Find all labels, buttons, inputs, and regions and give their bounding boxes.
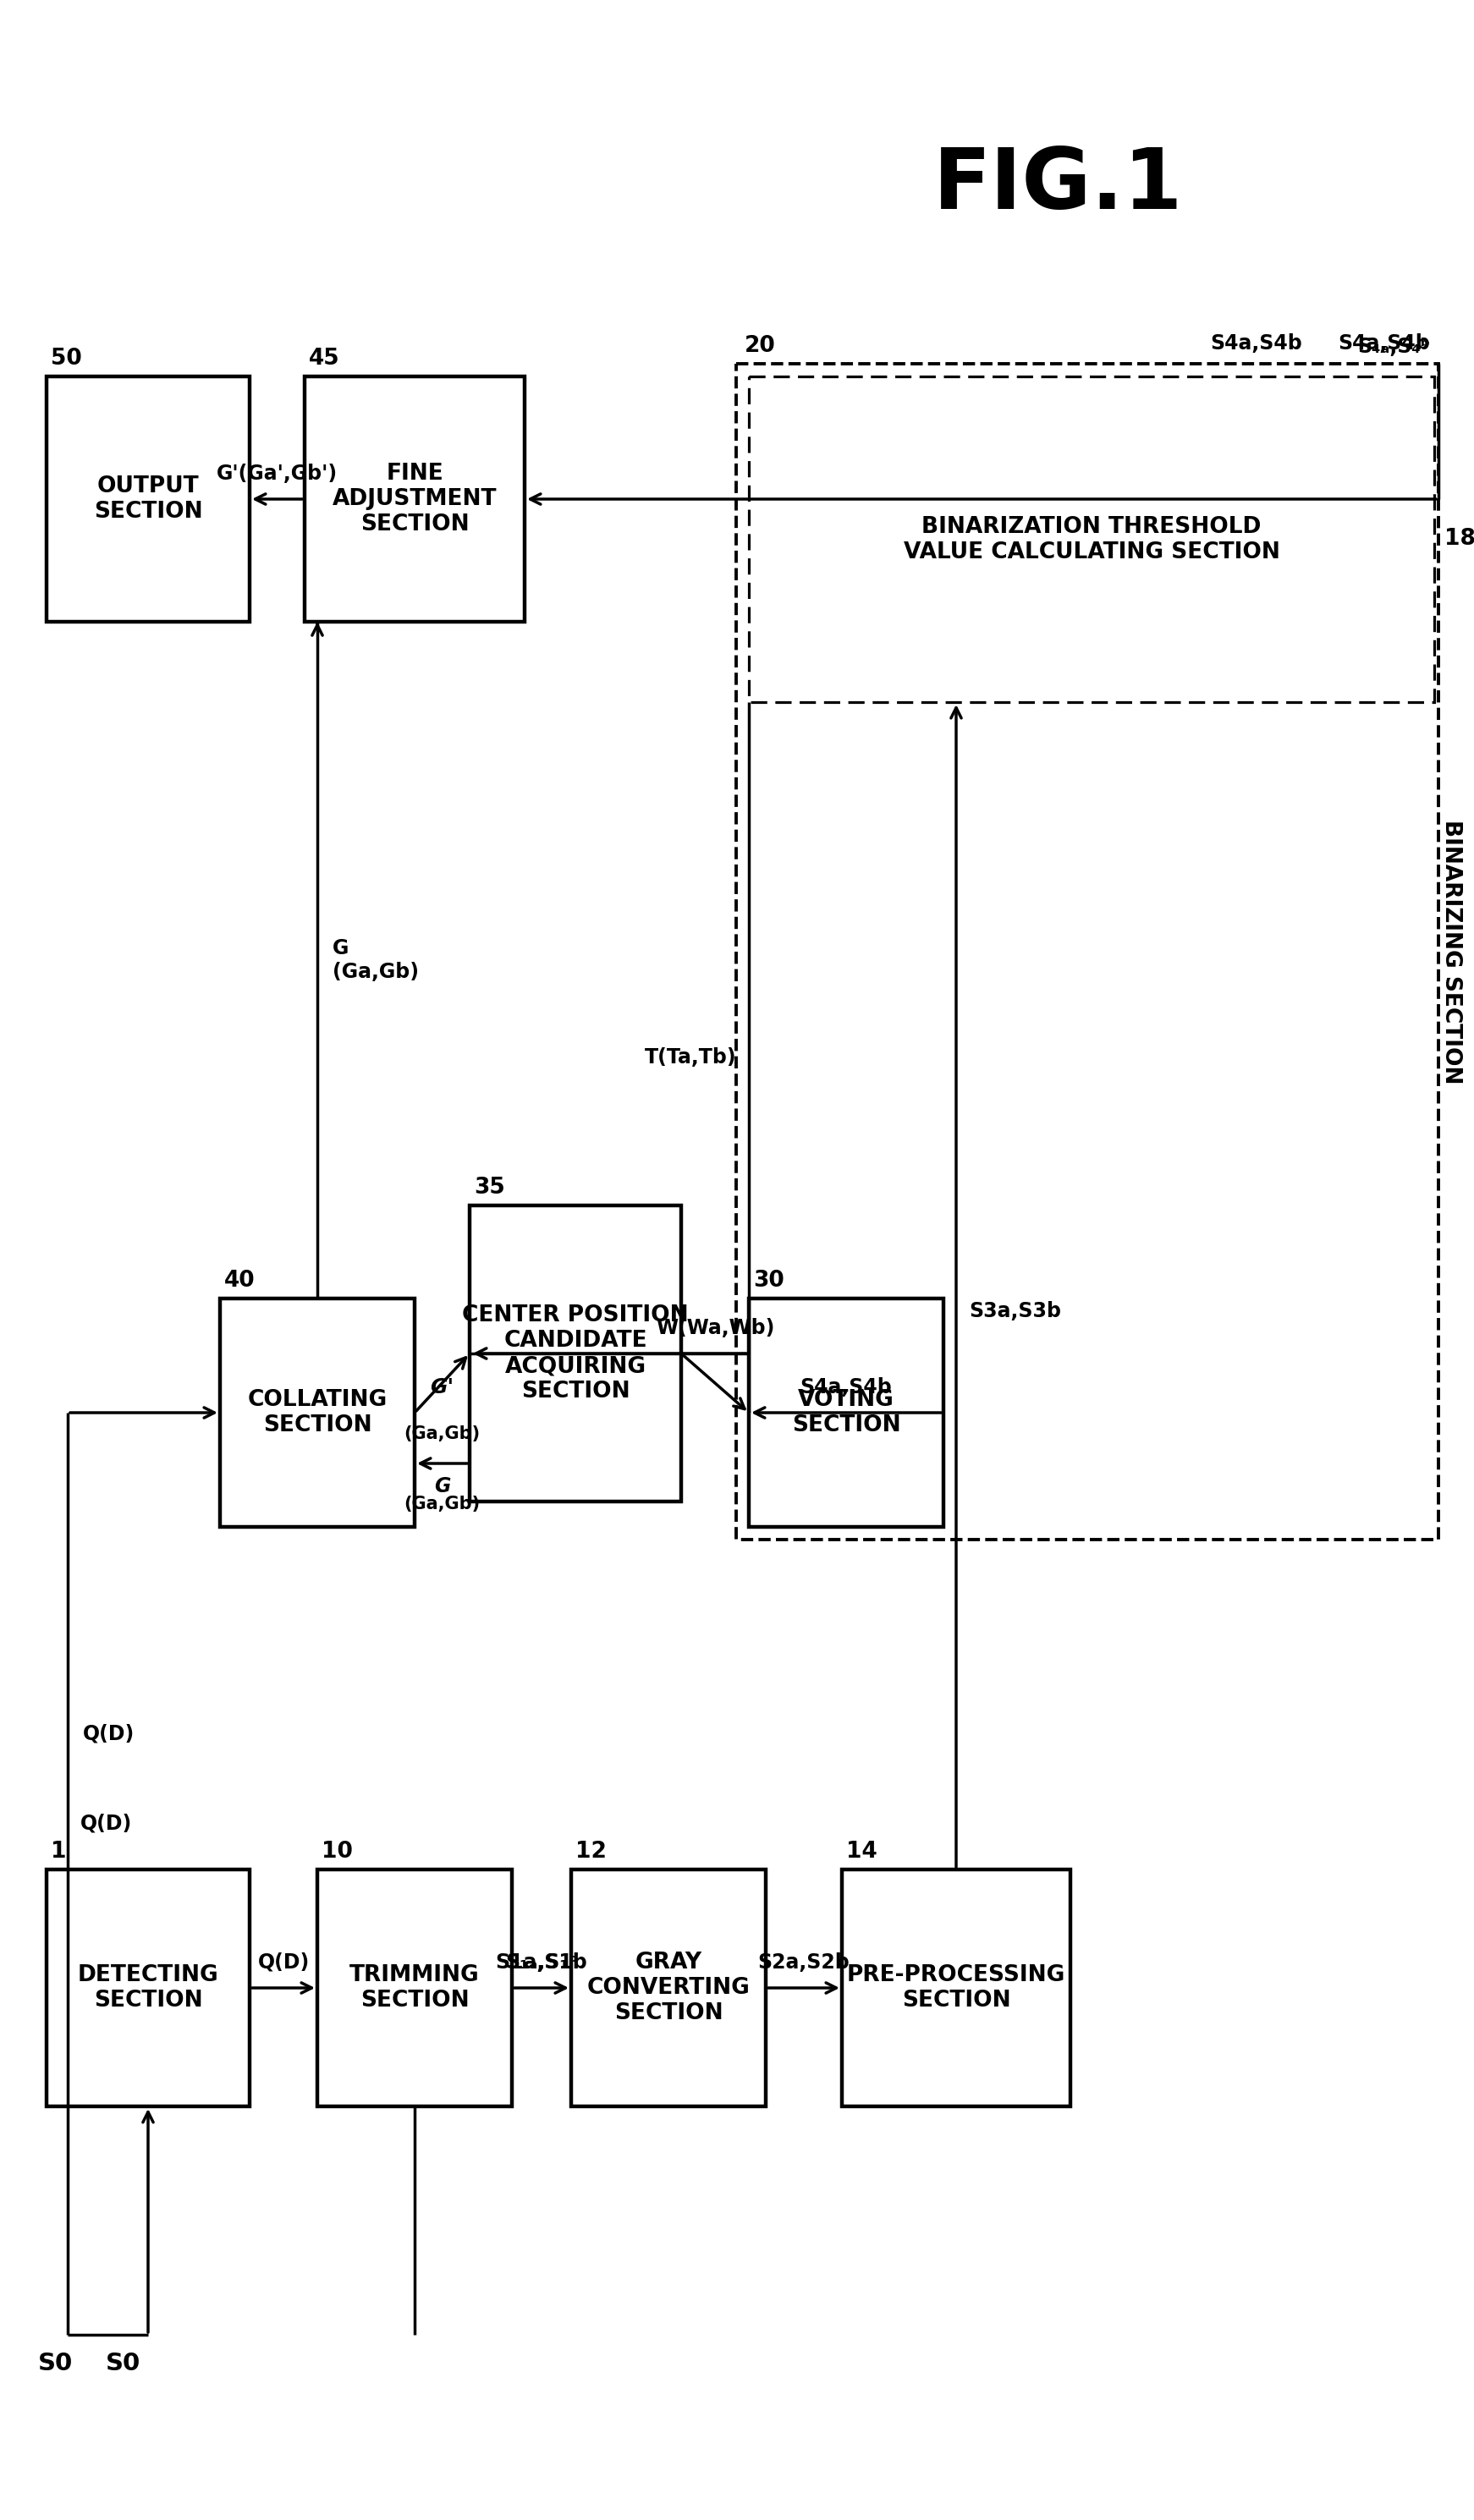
Text: 10: 10 (321, 1840, 352, 1862)
Text: Q(D): Q(D) (83, 1724, 134, 1744)
Text: G
(Ga,Gb): G (Ga,Gb) (333, 937, 419, 983)
Text: S4a,S4b: S4a,S4b (1210, 333, 1303, 353)
Text: S₁ₐ,S₁ᵇ: S₁ₐ,S₁ᵇ (506, 1953, 578, 1973)
Text: S0: S0 (37, 2351, 72, 2376)
Text: S0: S0 (105, 2351, 140, 2376)
Text: (Ga,Gb): (Ga,Gb) (404, 1494, 481, 1512)
Text: CENTER POSITION
CANDIDATE
ACQUIRING
SECTION: CENTER POSITION CANDIDATE ACQUIRING SECT… (463, 1305, 688, 1404)
Bar (842, 1870, 1070, 2107)
Text: S4a,S4b: S4a,S4b (1338, 333, 1430, 353)
Text: G': G' (430, 1376, 454, 1399)
Text: TRIMMING
SECTION: TRIMMING SECTION (349, 1963, 479, 2011)
Text: FINE
ADJUSTMENT
SECTION: FINE ADJUSTMENT SECTION (332, 464, 497, 534)
Bar (749, 1298, 943, 1527)
Text: S1a,S1b: S1a,S1b (495, 1953, 588, 1973)
Text: COLLATING
SECTION: COLLATING SECTION (248, 1389, 388, 1436)
Text: G'(Ga',Gb'): G'(Ga',Gb') (217, 464, 338, 484)
Text: BINARIZATION THRESHOLD
VALUE CALCULATING SECTION: BINARIZATION THRESHOLD VALUE CALCULATING… (904, 517, 1279, 562)
Text: T(Ta,Tb): T(Ta,Tb) (644, 1048, 736, 1068)
Text: OUTPUT
SECTION: OUTPUT SECTION (94, 476, 202, 522)
Text: 45: 45 (310, 348, 340, 370)
Text: W(Wa,Wb): W(Wa,Wb) (656, 1318, 774, 1338)
Bar (736, 363, 1439, 1540)
Bar (220, 1298, 414, 1527)
Bar (47, 1870, 249, 2107)
Text: 20: 20 (744, 335, 775, 358)
Bar (570, 1870, 766, 2107)
Text: PRE-PROCESSING
SECTION: PRE-PROCESSING SECTION (848, 1963, 1066, 2011)
Text: DETECTING
SECTION: DETECTING SECTION (78, 1963, 218, 2011)
Text: Q(D): Q(D) (258, 1953, 310, 1973)
Text: 12: 12 (575, 1840, 607, 1862)
Text: S4a,S4b: S4a,S4b (800, 1376, 892, 1399)
Text: 30: 30 (753, 1270, 784, 1293)
Text: S₄ₐ,S₄ᵇ: S₄ₐ,S₄ᵇ (1358, 338, 1430, 358)
Text: GRAY
CONVERTING
SECTION: GRAY CONVERTING SECTION (587, 1950, 750, 2024)
Text: VOTING
SECTION: VOTING SECTION (792, 1389, 901, 1436)
Text: 35: 35 (473, 1177, 506, 1200)
Bar (317, 1870, 511, 2107)
Text: S2a,S2b: S2a,S2b (758, 1953, 850, 1973)
Bar (470, 1205, 681, 1502)
Bar (749, 375, 1434, 703)
Text: 1: 1 (50, 1840, 66, 1862)
Text: 14: 14 (846, 1840, 877, 1862)
Text: BINARIZING SECTION: BINARIZING SECTION (1440, 819, 1462, 1084)
Text: 40: 40 (224, 1270, 255, 1293)
Text: Q(D): Q(D) (81, 1812, 133, 1832)
Bar (305, 375, 525, 622)
Bar (47, 375, 249, 622)
Text: 18: 18 (1445, 529, 1474, 549)
Text: 50: 50 (50, 348, 83, 370)
Text: G: G (433, 1477, 451, 1497)
Text: (Ga,Gb): (Ga,Gb) (404, 1426, 481, 1441)
Text: S3a,S3b: S3a,S3b (968, 1300, 1061, 1320)
Text: FIG.1: FIG.1 (933, 146, 1182, 227)
